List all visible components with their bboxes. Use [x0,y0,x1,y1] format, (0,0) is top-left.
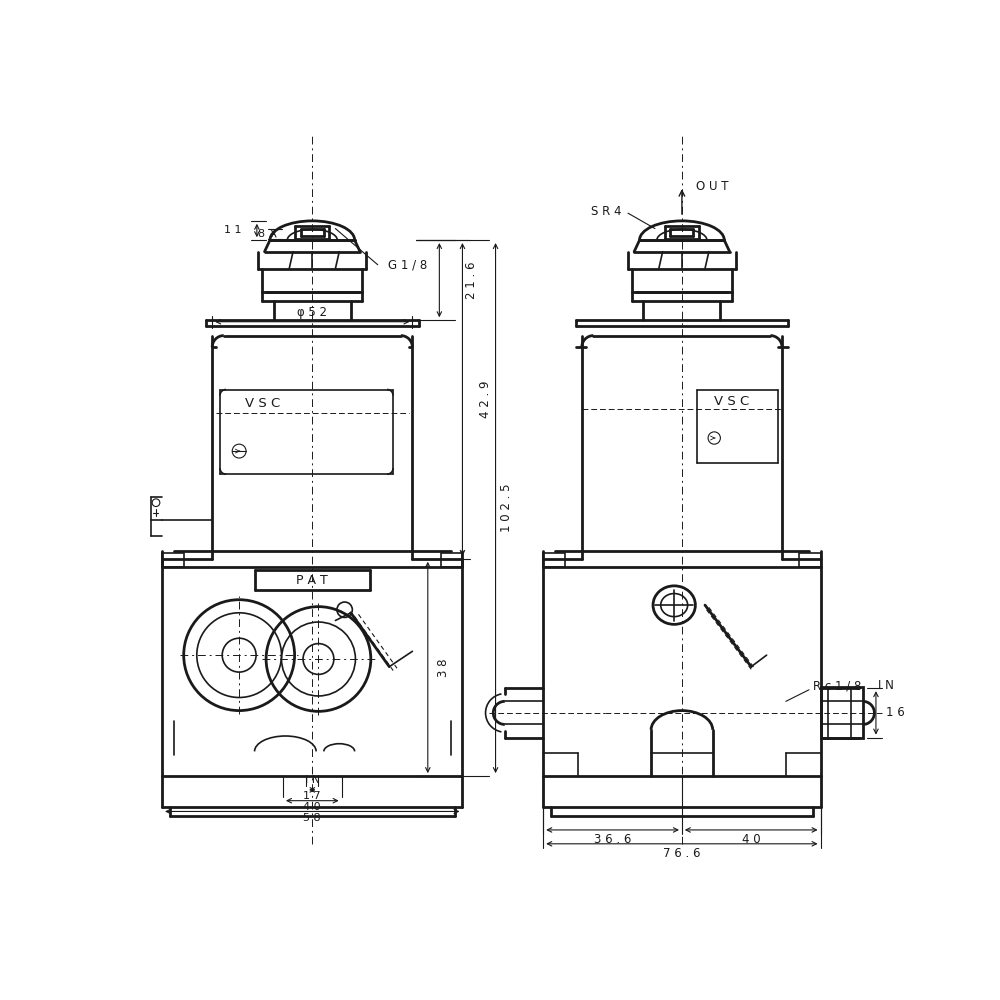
Bar [799,553,820,567]
Text: I N: I N [305,775,320,785]
Text: G 1 / 8: G 1 / 8 [388,258,427,271]
Bar [820,687,863,738]
Text: V S C: V S C [245,397,280,410]
Text: S R 4: S R 4 [591,205,622,218]
Text: 7 6 . 6: 7 6 . 6 [663,847,701,860]
Text: 4 0: 4 0 [742,833,761,846]
Text: 4 0: 4 0 [303,802,321,812]
Text: φ 5 2: φ 5 2 [297,306,327,319]
Text: 1 0 2 . 5: 1 0 2 . 5 [500,484,513,532]
Text: 1 7: 1 7 [303,791,321,801]
Bar [162,553,184,567]
Text: P A T: P A T [296,574,328,587]
Text: V S C: V S C [714,395,749,408]
Text: I N: I N [878,679,894,692]
Text: 5 8: 5 8 [303,813,321,823]
Text: 3 8: 3 8 [437,658,450,677]
Text: 1 1: 1 1 [224,225,241,235]
Bar [543,553,565,567]
Text: O U T: O U T [696,180,728,193]
Text: 2 1 . 6: 2 1 . 6 [465,261,478,299]
Text: 8: 8 [257,229,265,239]
Text: 4 2 . 9: 4 2 . 9 [479,381,492,418]
Text: 1 6: 1 6 [886,706,905,719]
Text: 3 6 . 6: 3 6 . 6 [594,833,631,846]
Text: R c 1 / 8: R c 1 / 8 [813,679,861,692]
Bar [441,553,462,567]
